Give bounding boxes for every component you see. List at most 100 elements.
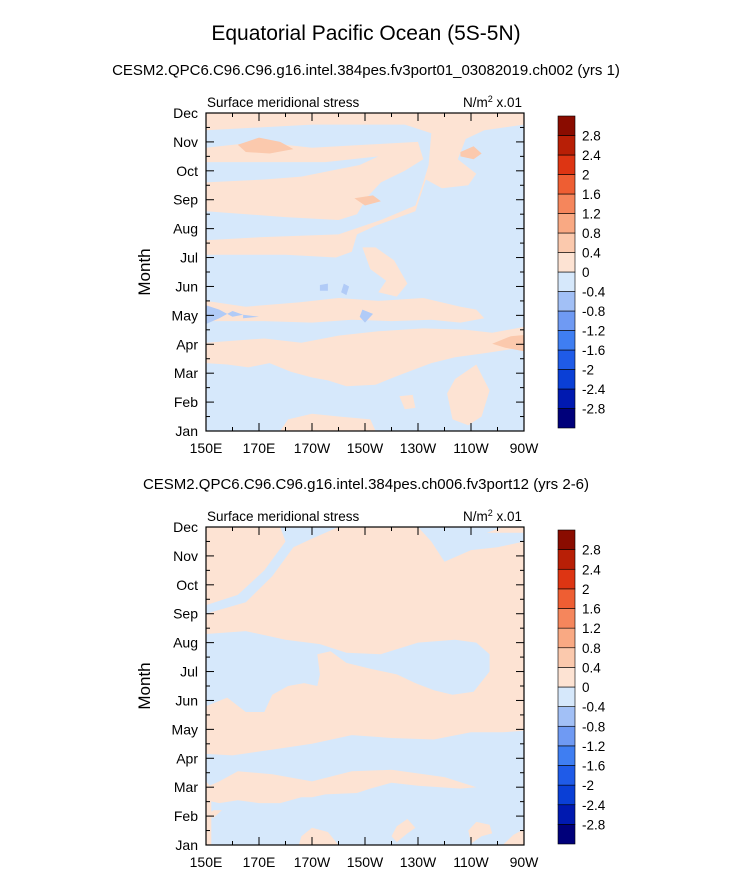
x-tick-label-170e: 170E <box>243 854 276 870</box>
colorbar-label: 2.8 <box>582 543 601 558</box>
colorbar-label: -1.6 <box>582 343 605 358</box>
colorbar-box-3 <box>557 369 576 390</box>
colorbar-box-15 <box>557 549 576 570</box>
y-tick-label-mar: Mar <box>174 365 198 381</box>
variable-label: Surface meridional stress <box>207 509 360 524</box>
colorbar-box-10 <box>557 232 576 253</box>
colorbar-box-7 <box>557 291 576 312</box>
variable-label: Surface meridional stress <box>207 95 360 110</box>
contour-region-2 <box>206 141 424 220</box>
colorbar-box-16 <box>557 115 576 136</box>
y-tick-label-oct: Oct <box>176 577 198 593</box>
x-tick-label-150e: 150E <box>190 854 223 870</box>
contour-region-4 <box>206 326 524 387</box>
colorbar-box-10 <box>557 647 576 668</box>
y-tick-label-feb: Feb <box>174 394 198 410</box>
colorbar-label: -0.4 <box>582 285 606 300</box>
y-axis-label: Month <box>135 248 154 295</box>
colorbar-box-4 <box>557 765 576 786</box>
contour-fill-group <box>206 527 524 845</box>
colorbar-label: -1.2 <box>582 739 605 754</box>
x-tick-label-150w: 150W <box>347 854 384 870</box>
y-tick-label-dec: Dec <box>173 105 198 121</box>
y-tick-label-sep: Sep <box>173 606 198 622</box>
colorbar-label: 0 <box>582 680 590 695</box>
colorbar-box-2 <box>557 388 576 409</box>
colorbar-box-11 <box>557 213 576 234</box>
contour-region-15 <box>243 314 259 319</box>
colorbar-box-3 <box>557 784 576 806</box>
colorbar-box-5 <box>557 745 576 766</box>
colorbar-box-1 <box>557 408 576 429</box>
y-tick-label-sep: Sep <box>173 192 198 208</box>
colorbar-label: -2 <box>582 778 594 793</box>
y-tick-label-nov: Nov <box>173 134 198 150</box>
x-tick-label-130w: 130W <box>400 440 437 456</box>
colorbar-label: 1.6 <box>582 602 601 617</box>
y-tick-label-may: May <box>172 721 198 737</box>
x-tick-label-110w: 110W <box>453 854 489 870</box>
colorbar-label: -2.4 <box>582 382 606 397</box>
y-tick-label-may: May <box>172 307 198 323</box>
contour-region-13 <box>492 335 524 352</box>
colorbar-label: -2 <box>582 363 594 378</box>
colorbar-box-15 <box>557 135 576 156</box>
y-tick-label-mar: Mar <box>174 779 198 795</box>
panel-2-colorbar: -2.8 -2.4 -2 -1.6 -1.2 -0.8 -0.4 0 0.4 0.8 1.2 1.6 2… <box>557 529 606 845</box>
y-tick-label-apr: Apr <box>176 336 198 352</box>
colorbar-box-8 <box>557 686 576 707</box>
y-tick-label-jan: Jan <box>175 837 198 853</box>
colorbar-box-9 <box>557 252 576 273</box>
contour-region-17 <box>341 283 350 296</box>
colorbar-label: -2.8 <box>582 402 605 417</box>
colorbar-label: 0.8 <box>582 641 601 656</box>
colorbar-box-9 <box>557 667 576 688</box>
contour-region-8 <box>447 364 490 426</box>
colorbar-label: -0.4 <box>582 700 606 715</box>
colorbar-label: 2.4 <box>582 562 601 577</box>
colorbar-box-13 <box>557 174 576 195</box>
contour-region-7 <box>399 394 416 410</box>
colorbar-label: 2.4 <box>582 148 601 163</box>
colorbar-label: 1.2 <box>582 621 601 636</box>
colorbar-label: -2.8 <box>582 817 605 832</box>
colorbar-box-6 <box>557 725 576 747</box>
contour-region-9 <box>468 821 493 844</box>
x-tick-label-90w: 90W <box>510 440 540 456</box>
y-tick-label-feb: Feb <box>174 808 198 824</box>
panel-1-subtitle: CESM2.QPC6.C96.C96.g16.intel.384pes.fv3p… <box>112 62 620 79</box>
colorbar-label: -0.8 <box>582 304 605 319</box>
x-tick-label-150e: 150E <box>190 440 223 456</box>
panel-1-plot: Jan Feb Mar Apr May Jun Jul Aug Sep Oct Nov Dec 150E… <box>135 94 539 456</box>
y-tick-label-dec: Dec <box>173 519 198 535</box>
colorbar-box-13 <box>557 588 576 609</box>
x-tick-label-170w: 170W <box>294 854 331 870</box>
colorbar-box-6 <box>557 310 576 331</box>
colorbar-box-16 <box>557 529 576 550</box>
colorbar-label: 2 <box>582 168 590 183</box>
colorbar-label: -0.8 <box>582 719 605 734</box>
contour-region-10 <box>237 137 294 154</box>
units-label: N/m2 x.01 <box>463 508 522 524</box>
colorbar-box-8 <box>557 271 576 292</box>
contour-fill-group <box>206 113 524 431</box>
figure-title: Equatorial Pacific Ocean (5S-5N) <box>211 22 521 45</box>
colorbar-label: 0 <box>582 265 590 280</box>
contour-region-8 <box>391 819 416 843</box>
contour-region-6 <box>362 247 408 297</box>
contour-region-10 <box>502 829 524 845</box>
contour-region-16 <box>319 283 328 291</box>
contour-region-14 <box>206 305 244 324</box>
colorbar-label: 2 <box>582 582 590 597</box>
colorbar-label: 1.2 <box>582 207 601 222</box>
y-tick-label-jun: Jun <box>175 692 198 708</box>
colorbar-label: 1.6 <box>582 187 601 202</box>
x-tick-label-150w: 150W <box>347 440 384 456</box>
y-axis-label: Month <box>135 662 154 709</box>
y-tick-label-jun: Jun <box>175 278 198 294</box>
units-label: N/m2 x.01 <box>463 94 522 110</box>
contour-region-3 <box>206 527 286 606</box>
colorbar-box-12 <box>557 608 576 629</box>
y-tick-label-jan: Jan <box>175 423 198 439</box>
